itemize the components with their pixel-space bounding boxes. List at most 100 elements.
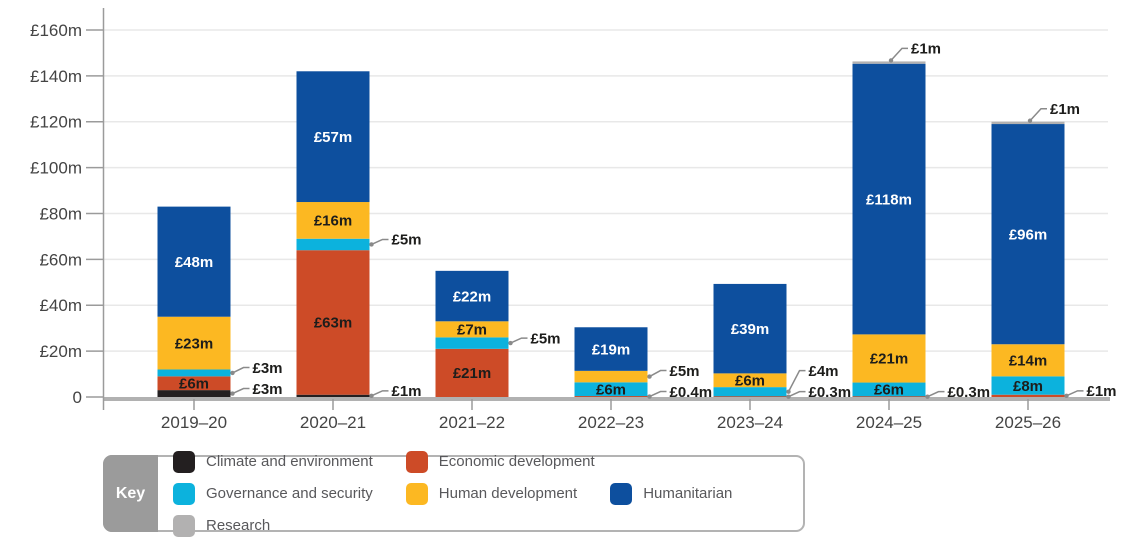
bar-segment-governance <box>991 376 1065 395</box>
bar-segment-label: £14m <box>1009 353 1047 370</box>
bar-segment-human <box>435 321 509 338</box>
bar-segment-label: £96m <box>1009 226 1047 243</box>
callout-label: £1m <box>1087 383 1117 400</box>
bar-segment-economic <box>991 394 1065 397</box>
callout-label: £3m <box>253 381 283 398</box>
bar-segment-human <box>991 344 1065 377</box>
climate-swatch <box>173 450 195 473</box>
y-tick-label: 0 <box>73 388 82 407</box>
legend-item-climate: Climate and environment <box>173 450 373 473</box>
bar-segment-label: £118m <box>866 191 912 208</box>
y-tick-label: £20m <box>39 342 82 361</box>
callout-label: £1m <box>1050 101 1080 118</box>
bar-segment-humanitarian <box>713 283 787 374</box>
bar-segment-humanitarian <box>574 327 648 371</box>
bar-segment-label: £6m <box>179 375 209 392</box>
bar-segment-label: £8m <box>1013 378 1043 395</box>
legend: Key Climate and environment Economic deve… <box>103 450 805 537</box>
legend-key-label: Key <box>115 484 146 502</box>
bar-segment-label: £19m <box>592 341 630 358</box>
legend-item-research: Research <box>173 514 271 537</box>
legend-item-label: Humanitarian <box>643 485 733 502</box>
callout-line <box>232 366 250 374</box>
y-tick-label: £80m <box>39 204 82 223</box>
bar-segment-human <box>157 316 231 370</box>
callout-dot <box>369 393 374 399</box>
bar-segment-label: £21m <box>453 365 491 382</box>
callout-line <box>890 47 908 61</box>
legend-items: Climate and environment Economic developm… <box>173 450 797 537</box>
y-tick-label: £40m <box>39 296 82 315</box>
human-swatch <box>405 482 428 505</box>
bar-segment-label: £63m <box>314 315 352 332</box>
bar-segment-label: £6m <box>874 382 904 399</box>
y-tick-label: £120m <box>30 113 82 132</box>
callout-line <box>649 369 667 378</box>
bar-segment-humanitarian <box>157 206 231 317</box>
callout-label: £5m <box>531 330 561 347</box>
callout-label: £0.3m <box>948 384 991 401</box>
bar-segment-economic <box>435 348 509 397</box>
bar-segment-label: £57m <box>314 129 352 146</box>
legend-key-tab: Key <box>103 455 158 532</box>
bar-segment-governance <box>852 382 926 397</box>
callout-label: £1m <box>911 41 941 58</box>
bar-segment-label: £48m <box>175 254 213 271</box>
bar-segment-label: £6m <box>735 373 765 390</box>
callout-dot <box>1064 393 1069 399</box>
economic-swatch <box>405 450 428 473</box>
callout-dot <box>1027 118 1033 123</box>
x-tick-label: 2023–24 <box>717 413 783 432</box>
y-tick-label: £100m <box>30 159 82 178</box>
bar-segment-governance <box>713 387 787 397</box>
callout-dot <box>230 391 235 396</box>
bar-segment-governance <box>157 369 231 377</box>
bar-segment-humanitarian <box>296 71 370 203</box>
bar-segment-governance <box>435 337 509 349</box>
legend-item-humanitarian: Humanitarian <box>610 482 733 505</box>
humanitarian-swatch <box>610 482 633 505</box>
legend-item-label: Research <box>206 517 271 534</box>
callout-line <box>649 390 667 398</box>
bar-segment-governance <box>574 382 648 397</box>
bar-segment-climate <box>157 390 231 397</box>
bar-segment-label: £23m <box>175 335 213 352</box>
legend-item-governance: Governance and security <box>173 482 373 505</box>
bar-segment-climate <box>296 394 370 397</box>
bar-segment-research <box>852 61 926 64</box>
callout-dot <box>508 340 513 346</box>
y-tick-label: £140m <box>30 67 82 86</box>
bar-segment-humanitarian <box>435 270 509 322</box>
callout-dot <box>786 389 791 394</box>
callout-dot <box>230 370 235 376</box>
callout-label: £5m <box>392 232 422 249</box>
x-tick-label: 2025–26 <box>995 413 1061 432</box>
bar-segment-label: £16m <box>314 213 352 230</box>
chart-plot: 0 £20m £40m £60m £80m £100m £120m £140m £160m £6m… <box>30 8 1117 432</box>
callout-dot <box>369 242 374 247</box>
x-tick-label: 2024–25 <box>856 413 922 432</box>
bar-segment-label: £6m <box>596 381 626 398</box>
y-tick-label: £60m <box>39 250 82 269</box>
legend-item-economic: Economic development <box>405 450 595 473</box>
bar-segment-humanitarian <box>991 124 1065 345</box>
callout-label: £3m <box>253 360 283 377</box>
callout-label: £0.4m <box>670 384 713 401</box>
callout-line <box>232 387 250 395</box>
bar-segment-human <box>574 370 648 383</box>
research-swatch <box>173 514 195 537</box>
callout-line <box>371 238 389 246</box>
callout-line <box>1066 390 1084 397</box>
legend-item-label: Climate and environment <box>206 453 373 470</box>
callout-label: £4m <box>809 363 839 380</box>
legend-item-label: Human development <box>438 485 578 502</box>
x-tick-label: 2020–21 <box>300 413 366 432</box>
bar-segment-human <box>713 373 787 388</box>
x-tick-label: 2021–22 <box>439 413 505 432</box>
bar-segment-humanitarian <box>852 63 926 335</box>
bar-segment-label: £21m <box>870 351 908 368</box>
bar-segment-economic <box>296 250 370 395</box>
callout-label: £5m <box>670 363 700 380</box>
callout-line <box>371 390 389 397</box>
callout-line <box>927 390 945 398</box>
